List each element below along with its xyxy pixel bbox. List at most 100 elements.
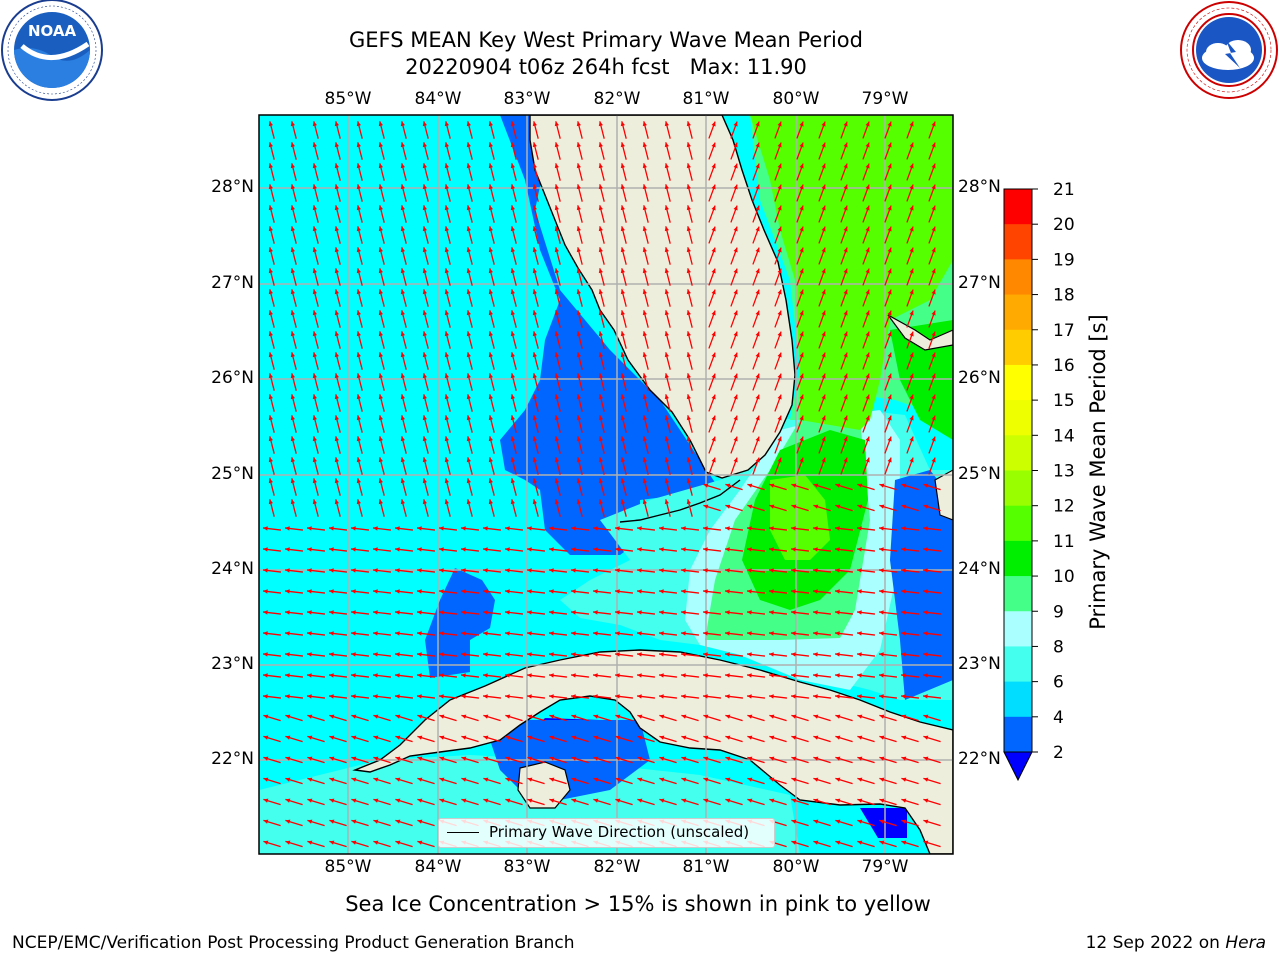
wave-arrow	[422, 121, 429, 139]
wave-arrow	[350, 610, 370, 615]
wave-arrow	[592, 652, 612, 657]
wave-arrow	[840, 289, 848, 307]
wave-arrow	[284, 673, 304, 678]
wave-arrow	[290, 436, 297, 454]
wave-arrow	[752, 415, 760, 433]
wave-arrow	[312, 394, 319, 412]
wave-arrow	[510, 226, 517, 244]
wave-arrow	[268, 268, 275, 286]
wave-arrow	[664, 499, 671, 517]
wave-arrow	[620, 121, 627, 139]
wave-arrow	[268, 331, 275, 349]
wave-arrow	[796, 415, 804, 433]
wave-arrow	[268, 436, 275, 454]
map-frame	[258, 114, 954, 855]
wave-arrow	[637, 798, 655, 806]
wave-arrow	[730, 436, 738, 454]
wave-arrow	[686, 415, 693, 433]
wave-arrow	[483, 714, 501, 722]
colorbar-segment	[1004, 681, 1032, 718]
wave-arrow	[312, 142, 319, 160]
wave-arrow	[268, 394, 275, 412]
wave-arrow	[664, 121, 671, 139]
colorbar-tick-label: 13	[1053, 462, 1075, 482]
wave-arrow	[532, 142, 539, 160]
wave-arrow	[307, 714, 325, 722]
wave-arrow	[791, 714, 809, 722]
wave-arrow	[790, 610, 810, 615]
wave-arrow	[290, 499, 297, 517]
wave-arrow	[378, 478, 385, 496]
wave-arrow	[884, 352, 892, 370]
wave-arrow	[862, 205, 870, 223]
wave-arrow	[900, 610, 920, 615]
wave-arrow	[818, 268, 826, 286]
wave-arrow	[444, 478, 451, 496]
wave-arrow	[268, 184, 275, 202]
lon-label-top-1: 84°W	[414, 89, 462, 109]
wave-arrow	[922, 694, 942, 699]
wave-arrow	[818, 205, 826, 223]
wave-arrow	[378, 457, 385, 475]
wave-arrow	[636, 568, 656, 573]
wave-arrow	[334, 394, 341, 412]
wave-arrow	[598, 499, 605, 517]
wave-arrow	[439, 735, 457, 743]
wave-arrow	[466, 184, 473, 202]
wave-arrow	[466, 415, 473, 433]
wave-arrow	[906, 205, 914, 223]
wave-arrow	[686, 394, 693, 412]
wave-arrow	[724, 652, 744, 657]
wave-arrow	[488, 142, 495, 160]
wave-arrow	[796, 247, 804, 265]
wave-arrow	[290, 373, 297, 391]
wave-arrow	[840, 268, 848, 286]
wave-arrow	[285, 714, 303, 722]
wave-arrow	[466, 226, 473, 244]
wave-arrow	[664, 331, 671, 349]
wave-arrow	[746, 610, 766, 615]
wave-arrow	[680, 610, 700, 615]
wave-arrow	[906, 373, 914, 391]
wave-arrow	[262, 631, 282, 636]
wave-arrow	[725, 735, 743, 743]
wave-arrow	[444, 310, 451, 328]
wave-arrow	[532, 205, 539, 223]
wave-arrow	[923, 819, 941, 827]
wave-arrow	[262, 610, 282, 615]
wave-arrow	[504, 610, 524, 615]
wave-arrow	[862, 352, 870, 370]
wave-arrow	[658, 652, 678, 657]
wave-arrow	[378, 499, 385, 517]
wave-arrow	[334, 352, 341, 370]
wave-arrow	[290, 478, 297, 496]
wave-arrow	[350, 589, 370, 594]
wave-arrow	[488, 436, 495, 454]
wave-arrow	[746, 568, 766, 573]
wave-arrow	[510, 142, 517, 160]
wave-arrow	[328, 652, 348, 657]
noaa-logo: NOAA	[1, 0, 103, 101]
wave-arrow	[466, 247, 473, 265]
wave-arrow	[900, 652, 920, 657]
wave-arrow	[818, 226, 826, 244]
wave-arrow	[769, 714, 787, 722]
wave-arrow	[444, 289, 451, 307]
wave-arrow	[570, 547, 590, 552]
wave-arrow	[901, 756, 919, 764]
wave-arrow	[466, 268, 473, 286]
wave-arrow	[532, 121, 539, 139]
wave-arrow	[312, 331, 319, 349]
wave-arrow	[576, 268, 583, 286]
wave-arrow	[862, 415, 870, 433]
wave-arrow	[554, 331, 561, 349]
wave-arrow	[460, 589, 480, 594]
wave-arrow	[312, 373, 319, 391]
wave-arrow	[334, 268, 341, 286]
wave-arrow	[724, 589, 744, 594]
wave-arrow	[878, 652, 898, 657]
wave-arrow	[290, 331, 297, 349]
contour-10-11-north	[890, 320, 953, 440]
wave-arrow	[615, 756, 633, 764]
wave-arrow	[686, 268, 693, 286]
